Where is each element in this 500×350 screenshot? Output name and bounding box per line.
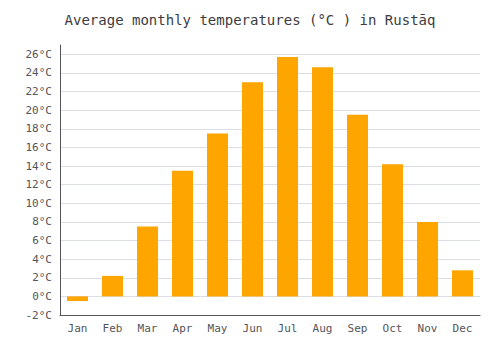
svg-text:Apr: Apr bbox=[173, 322, 193, 335]
svg-text:20°C: 20°C bbox=[26, 104, 53, 117]
svg-text:14°C: 14°C bbox=[26, 160, 53, 173]
svg-text:Dec: Dec bbox=[453, 322, 473, 335]
svg-text:16°C: 16°C bbox=[26, 141, 53, 154]
svg-text:10°C: 10°C bbox=[26, 197, 53, 210]
svg-text:Jun: Jun bbox=[243, 322, 263, 335]
svg-text:22°C: 22°C bbox=[26, 85, 53, 98]
svg-text:18°C: 18°C bbox=[26, 122, 53, 135]
svg-text:-2°C: -2°C bbox=[26, 309, 53, 322]
svg-text:Mar: Mar bbox=[138, 322, 158, 335]
svg-text:Oct: Oct bbox=[383, 322, 403, 335]
svg-text:26°C: 26°C bbox=[26, 48, 53, 61]
svg-text:2°C: 2°C bbox=[32, 271, 52, 284]
svg-text:Sep: Sep bbox=[348, 322, 368, 335]
svg-text:Jul: Jul bbox=[278, 322, 298, 335]
svg-text:8°C: 8°C bbox=[32, 215, 52, 228]
svg-text:0°C: 0°C bbox=[32, 290, 52, 303]
svg-text:Feb: Feb bbox=[103, 322, 123, 335]
svg-text:Aug: Aug bbox=[313, 322, 333, 335]
svg-text:Average monthly temperatures (: Average monthly temperatures (°C ) in Ru… bbox=[65, 12, 436, 28]
svg-text:12°C: 12°C bbox=[26, 178, 53, 191]
svg-text:Nov: Nov bbox=[418, 322, 438, 335]
svg-text:Jan: Jan bbox=[68, 322, 88, 335]
svg-text:4°C: 4°C bbox=[32, 253, 52, 266]
svg-text:24°C: 24°C bbox=[26, 66, 53, 79]
svg-text:May: May bbox=[208, 322, 228, 335]
svg-text:6°C: 6°C bbox=[32, 234, 52, 247]
